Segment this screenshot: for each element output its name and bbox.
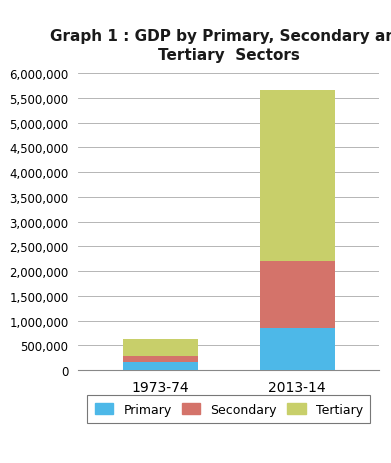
Bar — [260, 328, 335, 370]
Bar — [260, 91, 335, 261]
Title: Graph 1 : GDP by Primary, Secondary and
Tertiary  Sectors: Graph 1 : GDP by Primary, Secondary and … — [50, 29, 391, 63]
Bar — [260, 261, 335, 328]
Bar — [123, 339, 198, 356]
Legend: Primary, Secondary, Tertiary: Primary, Secondary, Tertiary — [87, 395, 370, 424]
Y-axis label: Rs. in crores: Rs. in crores — [0, 181, 4, 263]
Bar — [123, 362, 198, 370]
Bar — [123, 356, 198, 362]
